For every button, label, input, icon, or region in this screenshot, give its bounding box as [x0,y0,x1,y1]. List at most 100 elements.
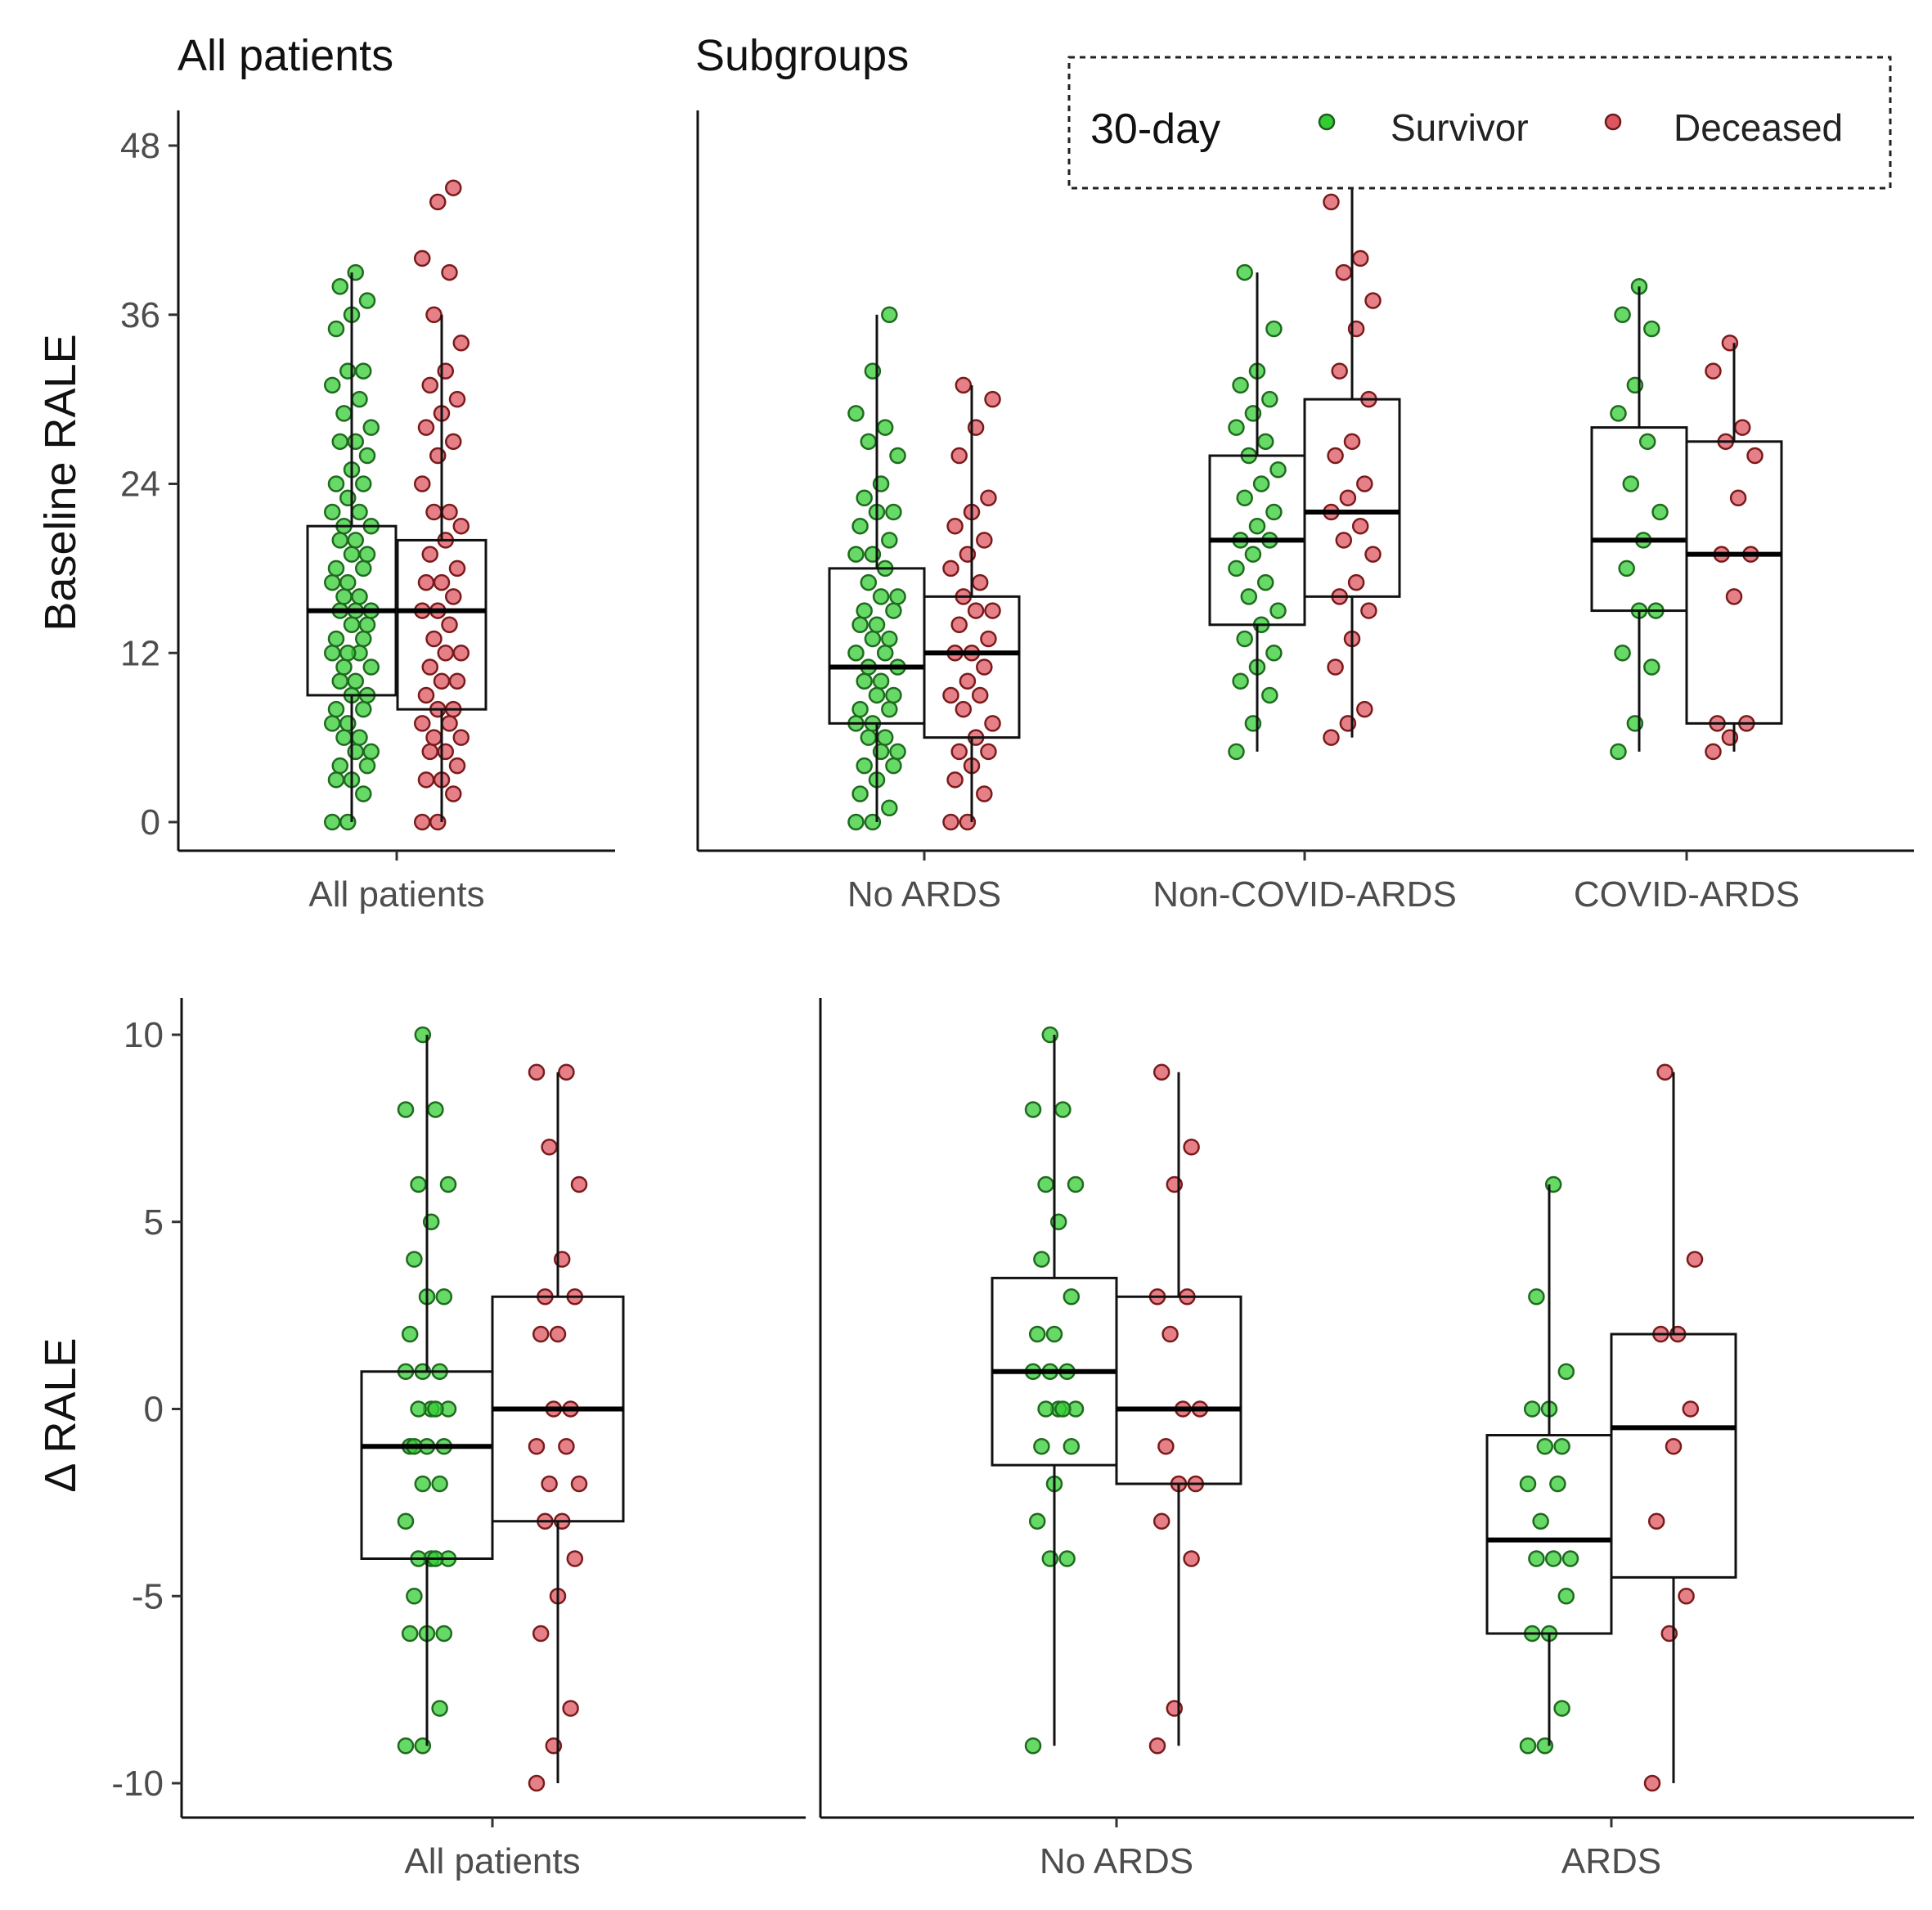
top-right-non-covid-ards-survivor-point [1240,588,1258,605]
top-left-all-patients-survivor-point [343,616,361,634]
top-right-non-covid-ards-survivor-point [1261,686,1278,704]
top-right-no-ards-deceased-point [976,658,993,676]
bottom-right-ards-survivor-point [1519,1737,1537,1755]
top-right-no-ards-deceased-point [946,517,964,535]
bottom-left-all-patients-survivor-box [360,1370,494,1560]
top-left-all-patients-survivor-point [355,362,372,380]
top-right-no-ards-survivor-point [851,517,869,535]
bottom-left-all-patients-deceased-point [570,1175,588,1193]
top-right-no-ards-deceased-point [971,686,989,704]
bottom-right-no-ards-deceased-point [1152,1512,1170,1530]
top-right-no-ards-deceased-point [950,616,968,634]
top-right-non-covid-ards-survivor-point [1265,320,1283,338]
legend-title: 30-day [1090,106,1220,153]
bottom-left-all-patients-survivor-point [406,1251,423,1268]
top-left-all-patients-survivor-point [358,616,376,634]
bottom-right-ards-survivor-point [1557,1588,1575,1605]
bottom-right-x-tick-label-no-ards: No ARDS [1040,1841,1193,1881]
bottom-left-all-patients-survivor-point [410,1400,427,1418]
top-right-non-covid-ards-deceased-point [1327,658,1344,676]
top-right-non-covid-ards-survivor-point [1244,546,1262,563]
top-left-all-patients-deceased-point [433,672,451,690]
top-left-all-patients-survivor-point [351,390,368,408]
top-left-y-tick-label: 48 [120,126,160,166]
bottom-right-ards-deceased-point [1682,1400,1700,1418]
top-left-all-patients-deceased-point [448,672,466,690]
top-right-covid-ards-survivor-point [1614,645,1631,662]
bottom-right-ards-survivor-point [1561,1550,1579,1567]
top-left-all-patients-deceased-point [425,306,443,323]
top-right-non-covid-ards-survivor-point [1232,672,1249,690]
top-left-all-patients-deceased-point [441,715,458,732]
top-right-no-ards-survivor-point [856,757,873,775]
bottom-right-ards-survivor-point [1528,1550,1545,1567]
top-left-all-patients-survivor-point [355,475,372,492]
top-right-no-ards-deceased-point [946,771,964,789]
top-left-all-patients-deceased-point [429,813,447,831]
top-right-non-covid-ards-deceased-point [1331,362,1348,380]
bottom-right-ards-survivor-point [1557,1363,1575,1380]
top-right-non-covid-ards-deceased-point [1360,602,1377,619]
top-right-non-covid-ards-survivor-point [1261,390,1278,408]
bottom-right-no-ards-survivor-point [1058,1550,1076,1567]
top-left-all-patients-survivor-point [327,560,345,577]
top-right-non-covid-ards-survivor-point [1256,573,1274,591]
top-left-all-patients-survivor-point [339,489,357,506]
top-left-all-patients-survivor-point [347,672,365,690]
top-left-all-patients-survivor-point [339,573,357,591]
top-right-no-ards-deceased-point [942,813,959,831]
top-right-no-ards-survivor-point [856,489,873,506]
top-left-all-patients-deceased-box [396,538,487,711]
top-left-all-patients-survivor-point [331,757,348,775]
top-right-covid-ards-deceased-point [1705,362,1722,380]
top-left-all-patients-deceased-point [421,546,438,563]
top-right-non-covid-ards-survivor-point [1228,560,1245,577]
bottom-right-ards-survivor-point [1536,1438,1554,1455]
bottom-right-ards-deceased-point [1686,1251,1704,1268]
top-left-all-patients-survivor-point [362,658,380,676]
bottom-right-no-ards-survivor-point [1063,1288,1081,1306]
bottom-left-y-tick-label: -10 [111,1764,164,1804]
top-left-x-tick-label-all-patients: All patients [308,874,484,915]
top-right-non-covid-ards-survivor-point [1265,503,1283,521]
bottom-right-ards-survivor-box [1485,1434,1613,1635]
bottom-left-x-tick-label-all-patients: All patients [404,1841,580,1881]
top-left-all-patients-survivor-point [355,560,372,577]
top-right-no-ards-deceased-point [984,390,1001,408]
top-left-all-patients-deceased-point [445,785,462,802]
top-left-all-patients-deceased-point [445,588,462,605]
bottom-left-all-patients-survivor-point [401,1625,419,1643]
bottom-left-all-patients-survivor-point [431,1700,448,1717]
top-left-all-patients-deceased-point [433,573,451,591]
top-right-non-covid-ards-deceased-point [1364,292,1382,309]
top-left-all-patients-deceased-point [417,686,435,704]
top-left-all-patients-survivor-point [323,503,341,521]
bottom-right-no-ards-survivor-point [1024,1101,1042,1118]
top-right-x-tick-label-covid-ards: COVID-ARDS [1574,874,1799,915]
top-left-all-patients-deceased-point [445,179,462,196]
top-right-non-covid-ards-survivor-point [1228,743,1245,761]
bottom-right-no-ards-survivor-point [1037,1400,1054,1418]
top-left-all-patients-survivor-point [355,630,372,648]
top-left-all-patients-survivor-point [355,700,372,718]
top-right-no-ards-survivor-point [847,813,865,831]
bottom-left-y-tick-label: 5 [144,1202,164,1243]
top-left-all-patients-survivor-point [323,715,341,732]
top-right-no-ards-deceased-point [984,602,1001,619]
top-left-all-patients-deceased-point [441,616,458,634]
top-right-no-ards-survivor-point [881,799,898,817]
top-left-all-patients-survivor-point [327,630,345,648]
bottom-left-all-patients-survivor-point [397,1737,415,1755]
top-left-all-patients-deceased-point [448,560,466,577]
bottom-right-no-ards-deceased-point [1148,1737,1166,1755]
top-right-covid-ards-deceased-point [1725,588,1743,605]
bottom-right-no-ards-survivor-point [1028,1325,1046,1343]
bottom-left-all-patients-survivor-point [397,1512,415,1530]
top-left-all-patients-survivor-point [351,503,368,521]
top-left-all-patients-survivor-point [358,447,376,465]
top-right-covid-ards-deceased-point [1746,447,1764,465]
bottom-left-all-patients-survivor-point [435,1625,453,1643]
top-right-no-ards-deceased-point [967,602,985,619]
top-left-all-patients-survivor-point [323,645,341,662]
top-left-all-patients-deceased-point [452,729,470,746]
